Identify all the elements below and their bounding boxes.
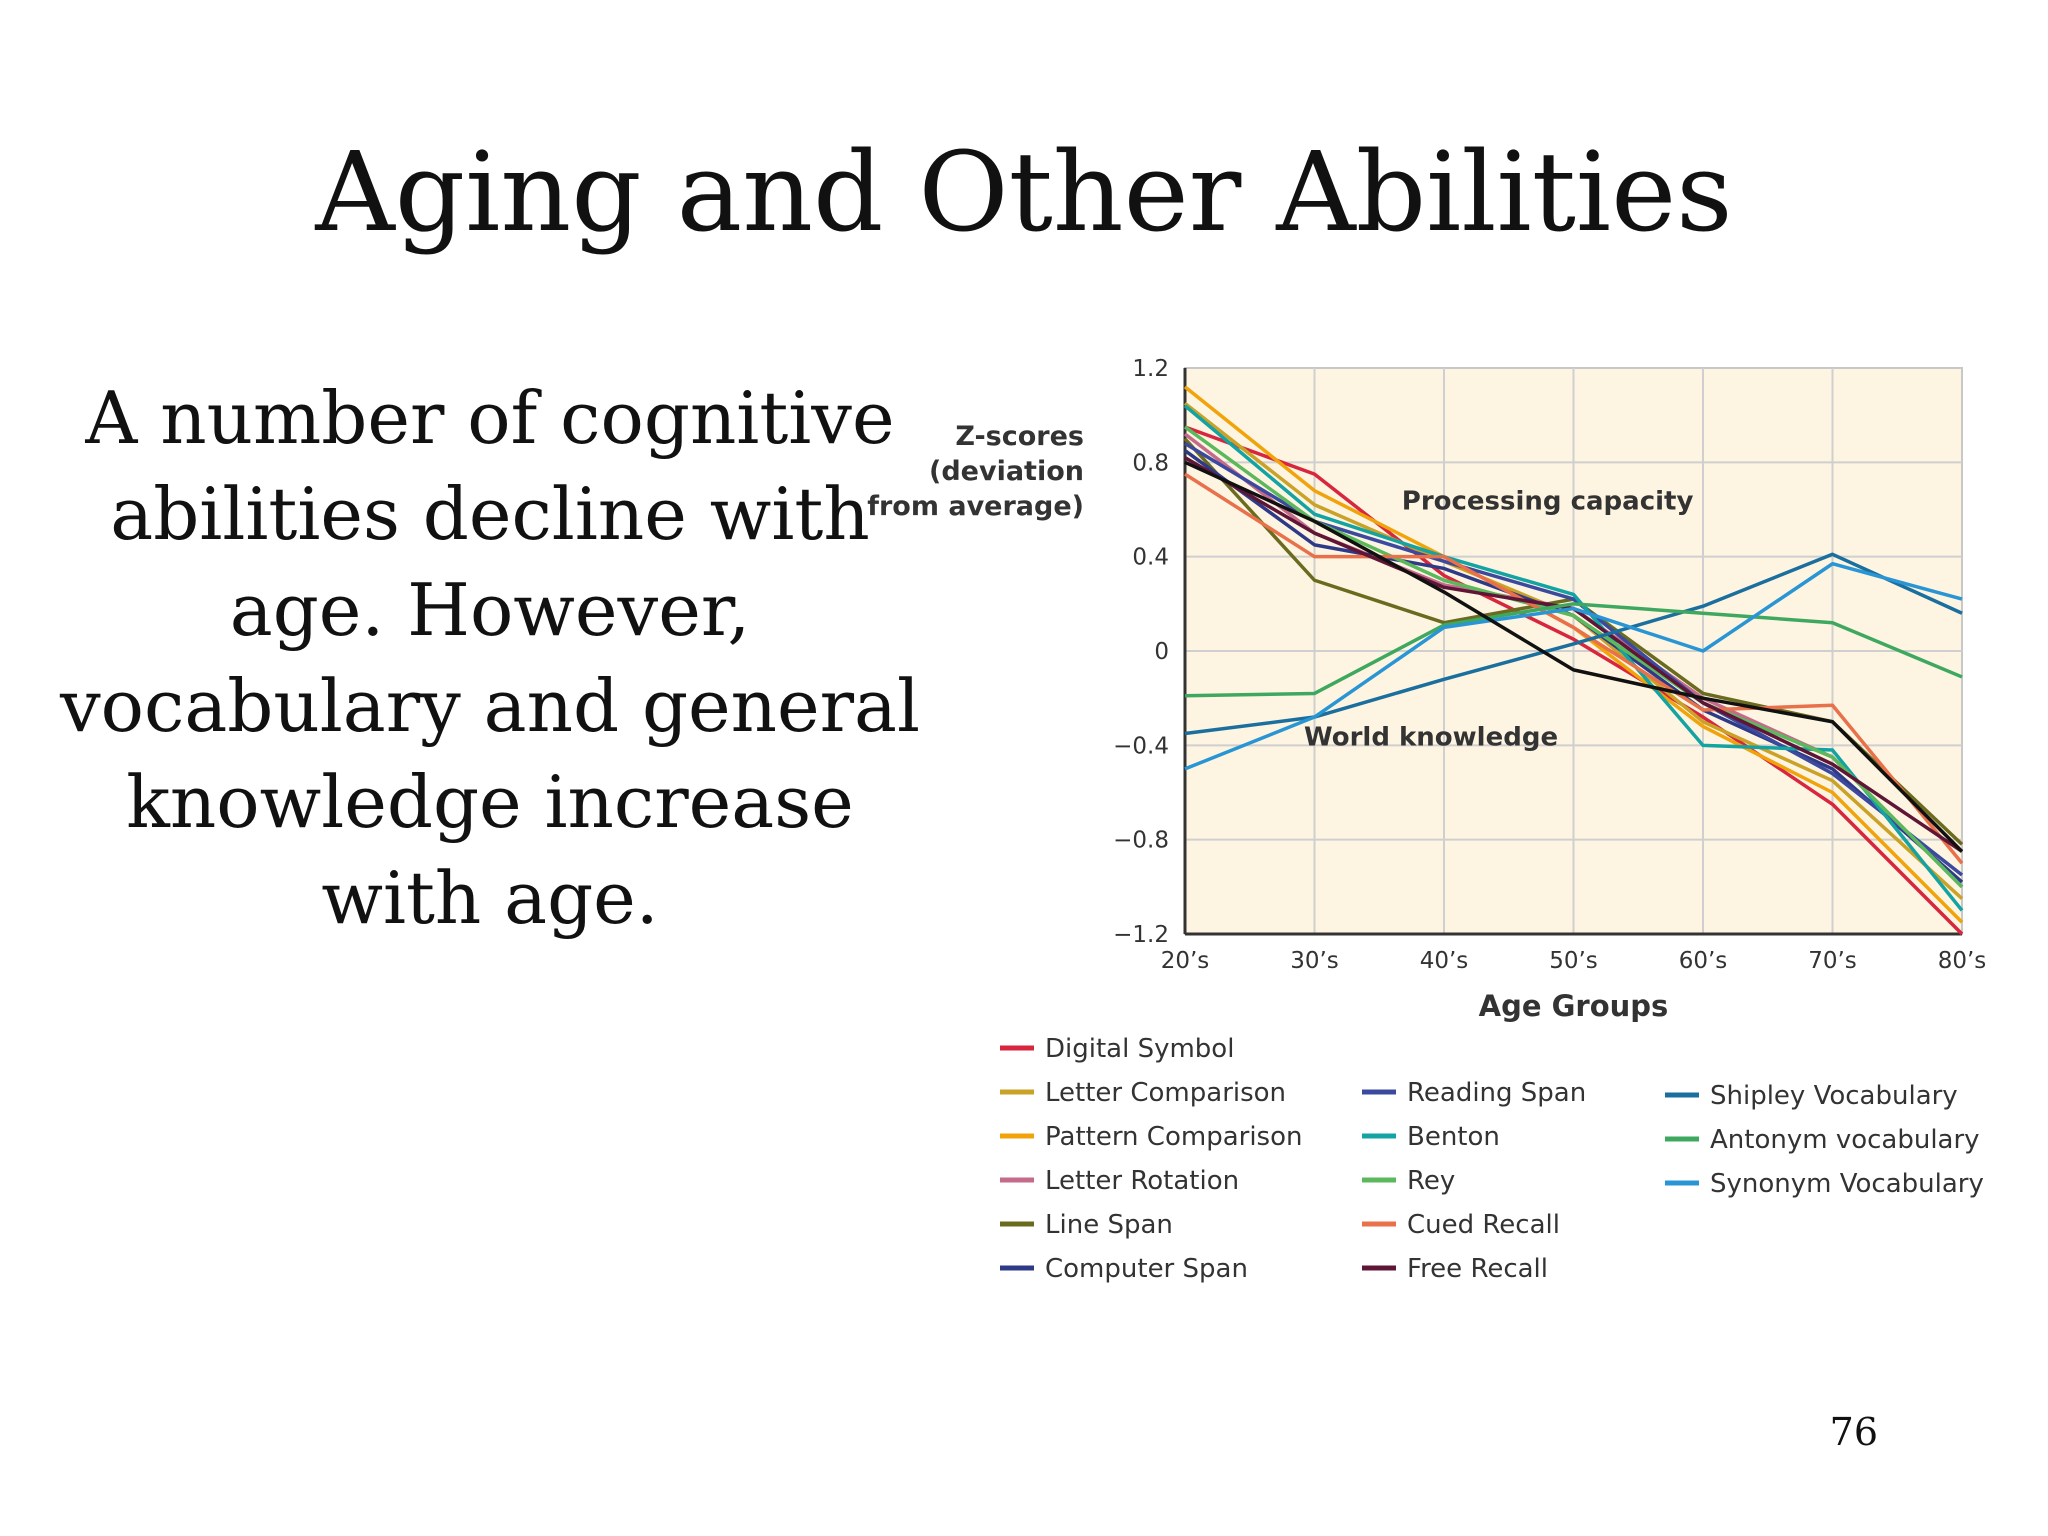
legend-label: Antonym vocabulary <box>1710 1125 1980 1155</box>
y-axis-label: Z-scores <box>955 421 1084 452</box>
y-tick-label: −0.4 <box>1113 733 1169 759</box>
legend: Digital Symbol Letter Comparison Pattern C… <box>1000 1034 1984 1284</box>
x-tick-label: 30’s <box>1290 948 1339 974</box>
y-tick-label: 0.4 <box>1132 545 1169 571</box>
legend-label: Line Span <box>1045 1210 1173 1240</box>
series-line-digital-symbol <box>1184 425 1964 936</box>
slide-title: Aging and Other Abilities <box>315 128 1733 256</box>
x-tick-label: 50’s <box>1549 948 1598 974</box>
slide-number: 76 <box>1829 1410 1878 1454</box>
y-tick-label: −1.2 <box>1113 922 1169 948</box>
legend-label: Letter Rotation <box>1045 1166 1239 1196</box>
y-tick-label: 0.8 <box>1132 450 1169 476</box>
y-axis-label: from average) <box>867 491 1084 522</box>
legend-label: Pattern Comparison <box>1045 1122 1302 1152</box>
body-text: A number of cognitive abilities decline … <box>60 376 920 940</box>
legend-label: Reading Span <box>1407 1078 1586 1108</box>
series-line-cued-recall <box>1184 472 1964 865</box>
series-line-unlabeled <box>1184 460 1964 853</box>
legend-label: Letter Comparison <box>1045 1078 1286 1108</box>
x-tick-label: 40’s <box>1420 948 1469 974</box>
x-tick-label: 60’s <box>1679 948 1728 974</box>
legend-label: Digital Symbol <box>1045 1034 1234 1064</box>
legend-label: Rey <box>1407 1166 1455 1196</box>
legend-label: Free Recall <box>1407 1254 1548 1284</box>
chart-annotation: World knowledge <box>1304 722 1558 752</box>
series-lines <box>1183 385 1964 936</box>
series-line-benton <box>1183 404 1964 912</box>
legend-label: Benton <box>1407 1122 1500 1152</box>
x-axis-label: Age Groups <box>1479 989 1669 1023</box>
y-tick-label: −0.8 <box>1113 828 1169 854</box>
x-tick-label: 20’s <box>1161 948 1210 974</box>
series-line-antonym-vocabulary <box>1184 602 1963 698</box>
legend-label: Cued Recall <box>1407 1210 1560 1240</box>
chart-labels: 20’s 30’s 40’s 50’s 60’s 70’s 80’s 1.2 0.8 0.4 0 −0… <box>867 356 1986 1023</box>
y-tick-label: 0 <box>1154 639 1169 665</box>
x-tick-label: 80’s <box>1938 948 1987 974</box>
series-line-synonym-vocabulary <box>1184 561 1963 771</box>
legend-label: Computer Span <box>1045 1254 1248 1284</box>
y-tick-label: 1.2 <box>1132 356 1169 382</box>
legend-label: Synonym Vocabulary <box>1710 1169 1984 1199</box>
legend-label: Shipley Vocabulary <box>1710 1081 1958 1111</box>
chart-annotation: Processing capacity <box>1402 487 1694 517</box>
grid-lines <box>1185 368 1962 934</box>
y-axis-label: (deviation <box>929 456 1084 487</box>
x-tick-label: 70’s <box>1808 948 1857 974</box>
